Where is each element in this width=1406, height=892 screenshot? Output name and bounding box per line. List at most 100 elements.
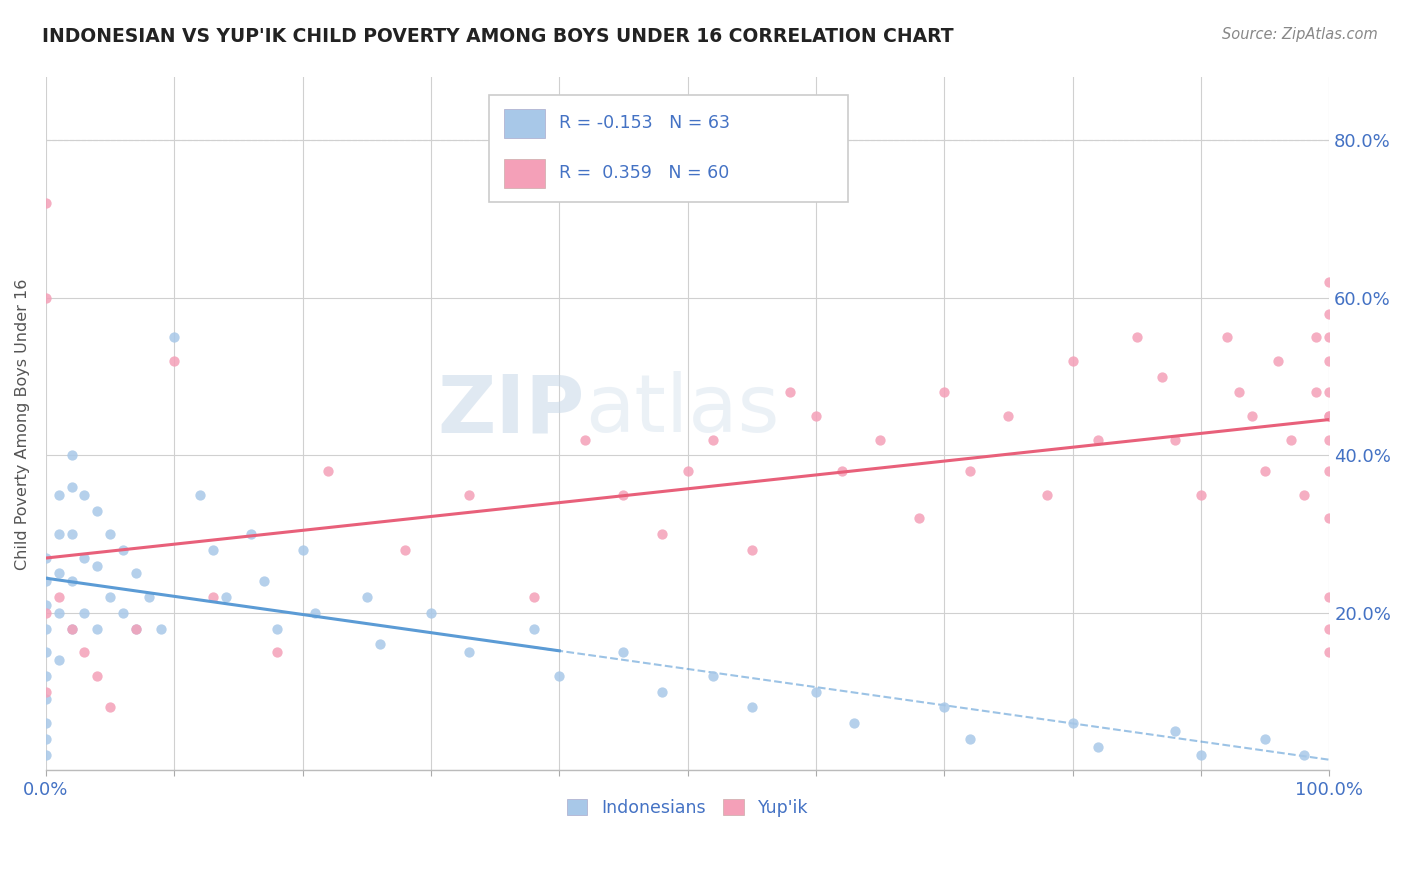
Point (1317, 464, 1340, 478)
Point (676, 464, 699, 478)
Point (214, 590, 236, 604)
Point (266, 622, 288, 636)
Point (35, 196, 58, 211)
Point (1317, 385, 1340, 400)
Point (869, 433, 891, 447)
Point (35, 606, 58, 620)
Point (1229, 385, 1251, 400)
Point (1164, 433, 1187, 447)
Point (1317, 622, 1340, 636)
Point (934, 385, 956, 400)
Point (1317, 275, 1340, 289)
Point (844, 716, 866, 731)
Point (35, 669, 58, 683)
Point (548, 669, 571, 683)
Point (86, 622, 108, 636)
Point (35, 716, 58, 731)
Point (1189, 747, 1212, 762)
Point (1317, 590, 1340, 604)
Point (934, 700, 956, 714)
Point (60, 449, 83, 463)
Point (574, 433, 596, 447)
Point (1036, 488, 1059, 502)
Point (48, 527, 70, 541)
Point (86, 558, 108, 573)
Point (35, 731, 58, 746)
Text: ZIP: ZIP (437, 371, 585, 449)
Point (612, 645, 634, 659)
Point (1215, 330, 1237, 344)
Point (420, 606, 443, 620)
Point (150, 622, 173, 636)
Point (1267, 354, 1289, 368)
Point (60, 480, 83, 494)
Point (73, 550, 96, 565)
Point (60, 622, 83, 636)
Point (35, 574, 58, 589)
Point (60, 574, 83, 589)
Point (125, 566, 148, 581)
Point (804, 684, 827, 698)
Point (35, 291, 58, 305)
Text: atlas: atlas (585, 371, 779, 449)
Point (35, 684, 58, 698)
Point (356, 590, 378, 604)
Point (394, 542, 416, 557)
Point (111, 542, 134, 557)
Point (60, 527, 83, 541)
Point (60, 622, 83, 636)
Point (201, 590, 224, 604)
Point (1317, 645, 1340, 659)
Point (779, 385, 801, 400)
Point (98, 700, 121, 714)
Point (35, 747, 58, 762)
Point (201, 542, 224, 557)
Bar (505, 109, 546, 137)
Point (959, 731, 981, 746)
Point (1164, 723, 1187, 738)
FancyBboxPatch shape (489, 95, 848, 202)
Point (1062, 716, 1084, 731)
Point (1317, 354, 1340, 368)
Point (702, 669, 724, 683)
Point (1254, 464, 1277, 478)
Point (35, 598, 58, 612)
Point (316, 464, 339, 478)
Bar (505, 159, 546, 188)
Point (1317, 511, 1340, 525)
Point (253, 574, 276, 589)
Point (1241, 409, 1264, 423)
Point (86, 669, 108, 683)
Point (831, 464, 853, 478)
Point (1279, 433, 1302, 447)
Point (73, 606, 96, 620)
Point (35, 692, 58, 706)
Point (98, 590, 121, 604)
Point (98, 527, 121, 541)
Point (804, 409, 827, 423)
Point (138, 590, 160, 604)
Point (1317, 409, 1340, 423)
Point (997, 409, 1019, 423)
Point (266, 645, 288, 659)
Point (35, 550, 58, 565)
Point (1317, 409, 1340, 423)
Point (73, 645, 96, 659)
Text: R = -0.153   N = 63: R = -0.153 N = 63 (560, 114, 730, 132)
Point (163, 330, 186, 344)
Text: R =  0.359   N = 60: R = 0.359 N = 60 (560, 164, 730, 182)
Point (741, 542, 763, 557)
Point (48, 653, 70, 667)
Point (188, 488, 211, 502)
Point (907, 511, 929, 525)
Point (368, 637, 391, 651)
Text: INDONESIAN VS YUP'IK CHILD POVERTY AMONG BOYS UNDER 16 CORRELATION CHART: INDONESIAN VS YUP'IK CHILD POVERTY AMONG… (42, 27, 953, 45)
Point (1189, 488, 1212, 502)
Point (1292, 488, 1315, 502)
Point (1317, 330, 1340, 344)
Point (48, 590, 70, 604)
Point (1305, 330, 1327, 344)
Point (702, 433, 724, 447)
Point (1087, 433, 1109, 447)
Point (651, 684, 673, 698)
